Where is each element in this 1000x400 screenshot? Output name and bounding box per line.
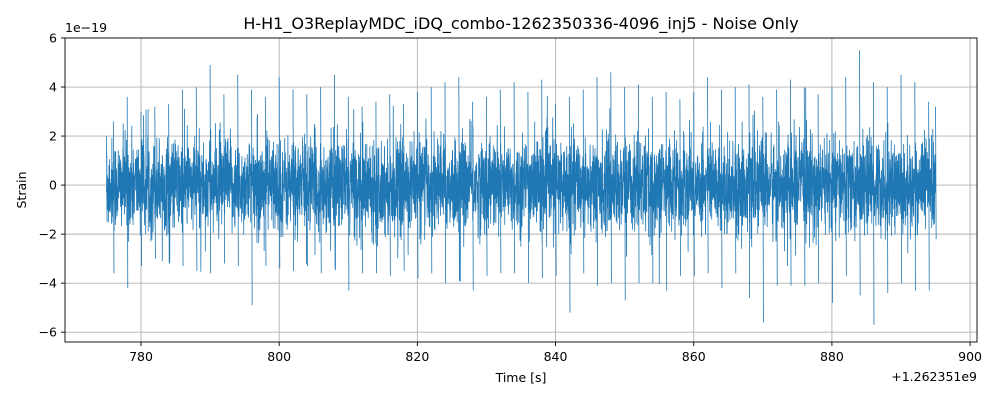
y-tick-label: −4 — [39, 276, 57, 291]
y-axis-ticks: −6 −4 −2 0 2 4 6 — [39, 31, 65, 340]
x-offset-label: +1.262351e9 — [891, 369, 977, 384]
x-tick-label: 780 — [129, 349, 153, 364]
x-axis-label: Time [s] — [495, 370, 547, 385]
y-tick-label: −2 — [39, 227, 57, 242]
plot-area — [106, 50, 937, 325]
x-tick-label: 900 — [958, 349, 982, 364]
y-scale-label: 1e−19 — [65, 20, 107, 35]
x-tick-label: 800 — [267, 349, 291, 364]
y-tick-label: 0 — [49, 178, 57, 193]
x-tick-label: 840 — [544, 349, 568, 364]
strain-series-line — [106, 50, 937, 325]
x-tick-label: 880 — [820, 349, 844, 364]
y-tick-label: −6 — [39, 325, 57, 340]
chart-title: H-H1_O3ReplayMDC_iDQ_combo-1262350336-40… — [243, 14, 798, 34]
y-tick-label: 4 — [49, 80, 57, 95]
y-tick-label: 2 — [49, 129, 57, 144]
x-axis-ticks: 780 800 820 840 860 880 900 — [129, 342, 982, 364]
y-axis-label: Strain — [14, 171, 29, 208]
x-tick-label: 860 — [682, 349, 706, 364]
x-tick-label: 820 — [405, 349, 429, 364]
axes-frame — [64, 37, 978, 343]
y-tick-label: 6 — [49, 31, 57, 46]
